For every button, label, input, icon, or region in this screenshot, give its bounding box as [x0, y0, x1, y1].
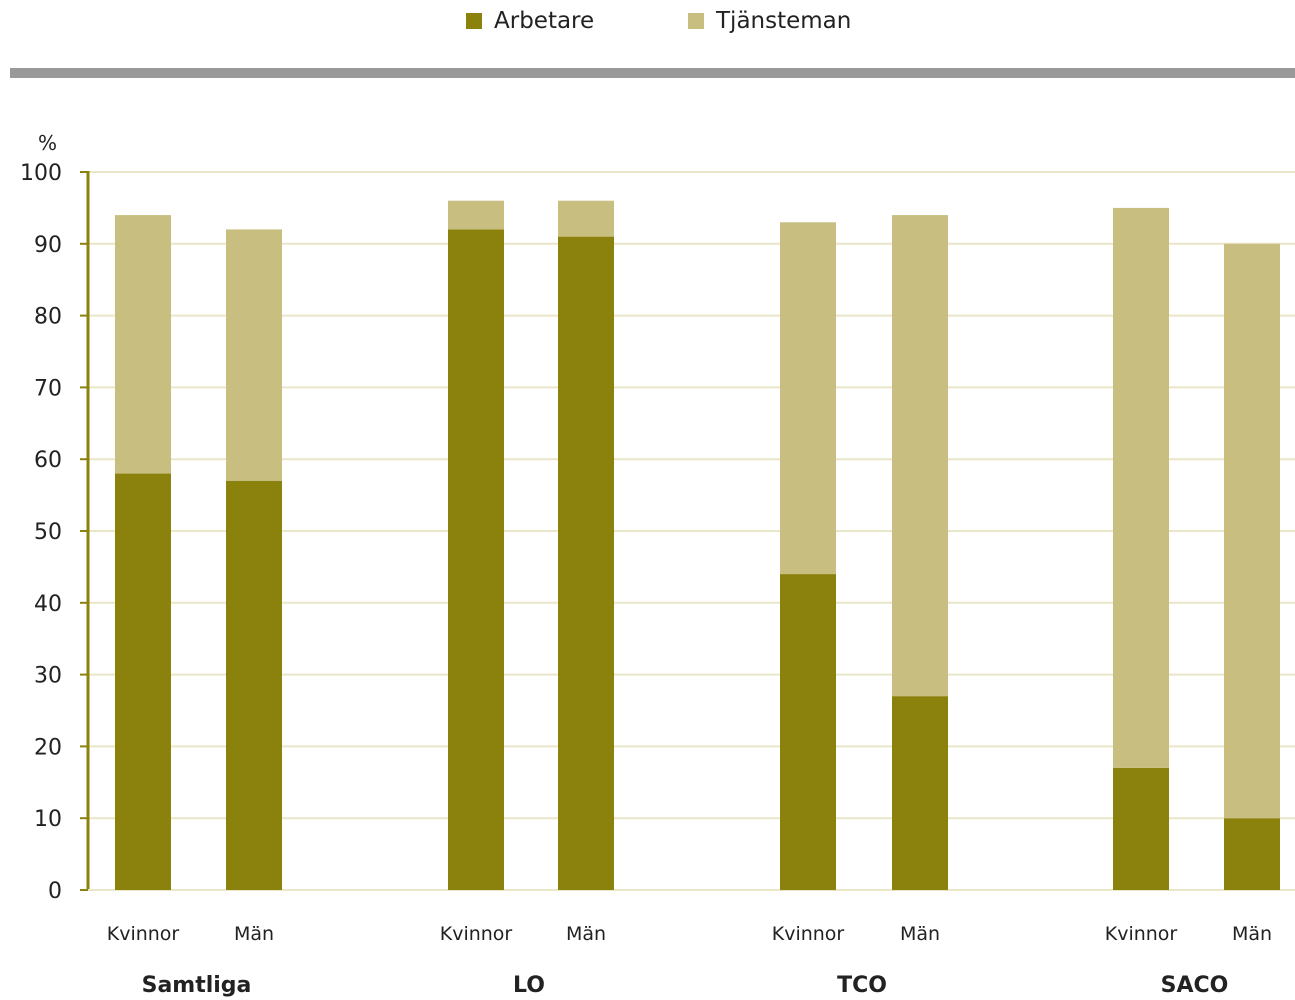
y-tick-label: 100 — [20, 161, 62, 186]
legend-item-arbetare: Arbetare — [466, 8, 594, 34]
bar-segment-tjansteman — [780, 222, 836, 575]
legend-label-arbetare: Arbetare — [494, 8, 595, 34]
bar-segment-tjansteman — [226, 229, 282, 481]
x-group-label: SACO — [1161, 973, 1229, 998]
y-tick-label: 20 — [34, 735, 62, 760]
y-tick-label: 80 — [34, 305, 62, 330]
header-divider — [10, 68, 1295, 78]
bar-segment-arbetare — [1113, 767, 1169, 890]
y-tick-label: 60 — [34, 448, 62, 473]
x-category-label: Kvinnor — [772, 923, 845, 945]
x-category-label: Kvinnor — [1105, 923, 1178, 945]
x-group-label: Samtliga — [142, 973, 252, 998]
y-tick-label: 10 — [34, 807, 62, 832]
legend-swatch-tjansteman — [688, 13, 704, 29]
x-category-label: Män — [1232, 923, 1272, 945]
x-group-label: TCO — [837, 973, 887, 998]
bar-segment-tjansteman — [115, 215, 171, 474]
bar-segment-arbetare — [892, 696, 948, 890]
x-category-label: Kvinnor — [107, 923, 180, 945]
bar-segment-tjansteman — [1113, 207, 1169, 768]
bar-segment-arbetare — [558, 236, 614, 890]
bar-segment-tjansteman — [892, 215, 948, 697]
bar-segment-arbetare — [448, 229, 504, 890]
bar-segment-arbetare — [115, 473, 171, 890]
x-group-label: LO — [513, 973, 545, 998]
y-tick-label: 0 — [48, 879, 62, 904]
x-category-label: Män — [900, 923, 940, 945]
bar-segment-tjansteman — [558, 200, 614, 237]
y-axis-unit: % — [38, 131, 57, 155]
legend-label-tjansteman: Tjänsteman — [716, 8, 852, 34]
bar-segment-tjansteman — [448, 200, 504, 230]
legend: Arbetare Tjänsteman — [0, 8, 1295, 44]
y-tick-label: 40 — [34, 592, 62, 617]
legend-swatch-arbetare — [466, 13, 482, 29]
y-tick-label: 30 — [34, 664, 62, 689]
bar-segment-arbetare — [226, 480, 282, 890]
bar-segment-tjansteman — [1224, 243, 1280, 819]
x-category-label: Män — [234, 923, 274, 945]
legend-item-tjansteman: Tjänsteman — [688, 8, 851, 34]
y-tick-label: 90 — [34, 233, 62, 258]
x-category-label: Män — [566, 923, 606, 945]
x-category-label: Kvinnor — [440, 923, 513, 945]
y-tick-label: 70 — [34, 376, 62, 401]
bar-segment-arbetare — [1224, 818, 1280, 890]
y-tick-label: 50 — [34, 520, 62, 545]
bar-segment-arbetare — [780, 574, 836, 890]
